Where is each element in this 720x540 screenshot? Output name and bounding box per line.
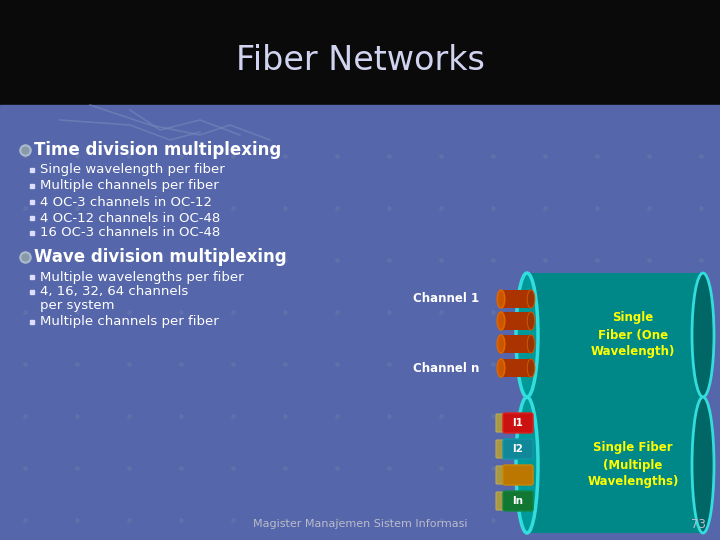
FancyBboxPatch shape — [496, 466, 508, 484]
Bar — [501, 335, 531, 353]
Text: 16 OC-3 channels in OC-48: 16 OC-3 channels in OC-48 — [40, 226, 220, 240]
Bar — [527, 273, 703, 397]
Bar — [501, 290, 531, 308]
Text: Wave division multiplexing: Wave division multiplexing — [34, 248, 287, 266]
Bar — [501, 359, 531, 377]
Ellipse shape — [527, 290, 535, 308]
Text: Multiple channels per fiber: Multiple channels per fiber — [40, 179, 219, 192]
FancyBboxPatch shape — [496, 492, 508, 510]
Ellipse shape — [498, 290, 505, 308]
FancyBboxPatch shape — [503, 465, 533, 485]
Text: 4 OC-12 channels in OC-48: 4 OC-12 channels in OC-48 — [40, 212, 220, 225]
Text: Single Fiber
(Multiple
Wavelengths): Single Fiber (Multiple Wavelengths) — [588, 442, 679, 489]
Ellipse shape — [498, 335, 505, 353]
Text: Multiple channels per fiber: Multiple channels per fiber — [40, 315, 219, 328]
Text: per system: per system — [40, 300, 114, 313]
Text: Single wavelength per fiber: Single wavelength per fiber — [40, 164, 225, 177]
FancyBboxPatch shape — [503, 491, 533, 511]
Text: Fiber Networks: Fiber Networks — [235, 44, 485, 77]
Text: Channel 1: Channel 1 — [413, 293, 479, 306]
FancyBboxPatch shape — [496, 440, 508, 458]
Text: 4 OC-3 channels in OC-12: 4 OC-3 channels in OC-12 — [40, 195, 212, 208]
Text: ln: ln — [513, 496, 523, 506]
Text: 73: 73 — [690, 517, 706, 530]
Bar — [501, 312, 531, 330]
Text: Time division multiplexing: Time division multiplexing — [34, 141, 282, 159]
Ellipse shape — [527, 312, 535, 330]
Ellipse shape — [498, 312, 505, 330]
Text: Channel n: Channel n — [413, 361, 479, 375]
Bar — [527, 397, 703, 533]
Ellipse shape — [516, 273, 538, 397]
Ellipse shape — [692, 397, 714, 533]
Text: Single
Fiber (One
Wavelength): Single Fiber (One Wavelength) — [591, 312, 675, 359]
Ellipse shape — [527, 335, 535, 353]
Text: l2: l2 — [513, 444, 523, 454]
Bar — [0, 105, 720, 540]
Text: l1: l1 — [513, 418, 523, 428]
Bar — [0, 0, 720, 105]
Text: Multiple wavelengths per fiber: Multiple wavelengths per fiber — [40, 271, 243, 284]
FancyBboxPatch shape — [496, 414, 508, 432]
Ellipse shape — [692, 273, 714, 397]
Ellipse shape — [498, 359, 505, 377]
FancyBboxPatch shape — [503, 413, 533, 433]
Text: 4, 16, 32, 64 channels: 4, 16, 32, 64 channels — [40, 286, 188, 299]
Ellipse shape — [527, 359, 535, 377]
FancyBboxPatch shape — [503, 439, 533, 459]
Ellipse shape — [516, 397, 538, 533]
Text: Magister Manajemen Sistem Informasi: Magister Manajemen Sistem Informasi — [253, 519, 467, 529]
